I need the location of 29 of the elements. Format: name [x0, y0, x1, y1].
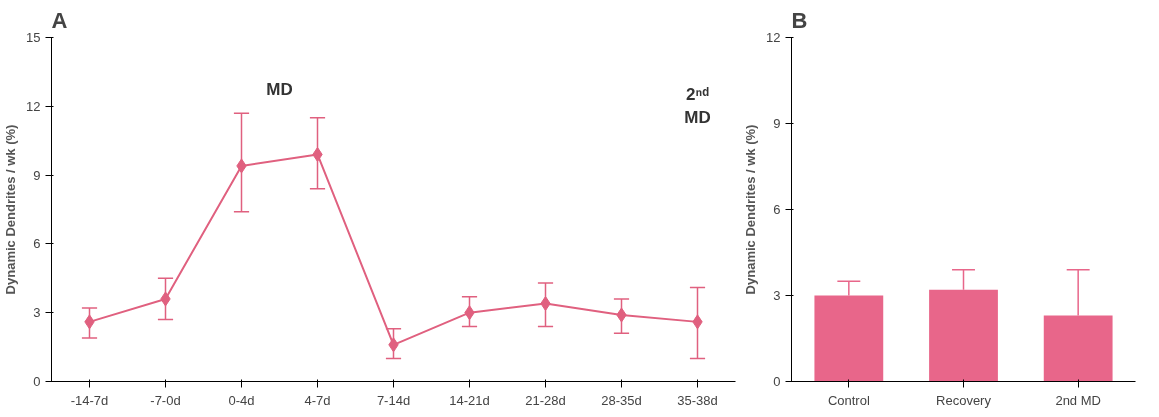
x-tick-label: 28-35d: [601, 392, 642, 408]
y-tick-label: 12: [766, 30, 781, 45]
x-tick-label: 21-28d: [525, 392, 566, 408]
y-tick-label: 12: [26, 98, 41, 114]
annotation: MD: [266, 80, 293, 100]
x-tick-label: 14-21d: [449, 392, 490, 408]
x-tick-label: -14-7d: [70, 392, 109, 408]
x-tick-label: 35-38d: [677, 392, 718, 408]
y-axis-title: Dynamic Dendrites / wk (%): [3, 124, 19, 295]
x-tick-label: 7-14d: [376, 392, 411, 408]
annotation: 2ⁿᵈ MD: [684, 85, 711, 127]
y-tick-label: 3: [773, 288, 781, 303]
chart-title: A: [51, 7, 68, 33]
y-tick-label: 9: [773, 116, 781, 131]
y-axis-title: Dynamic Dendrites / wk (%): [743, 124, 759, 295]
x-tick-label: Recovery: [936, 392, 992, 408]
y-tick-label: 6: [33, 236, 41, 252]
y-tick-label: 0: [33, 374, 41, 389]
x-tick-label: -7-0d: [150, 392, 181, 408]
y-tick-label: 9: [33, 167, 41, 183]
x-tick-label: 2nd MD: [1055, 392, 1101, 408]
x-tick-label: 0-4d: [228, 392, 255, 408]
chart-title: B: [791, 7, 808, 33]
y-tick-label: 15: [26, 30, 41, 45]
x-tick-label: Control: [827, 392, 870, 408]
y-tick-label: 0: [773, 374, 781, 389]
x-tick-label: 4-7d: [304, 392, 331, 408]
y-tick-label: 6: [773, 202, 781, 217]
y-tick-label: 3: [33, 305, 41, 321]
